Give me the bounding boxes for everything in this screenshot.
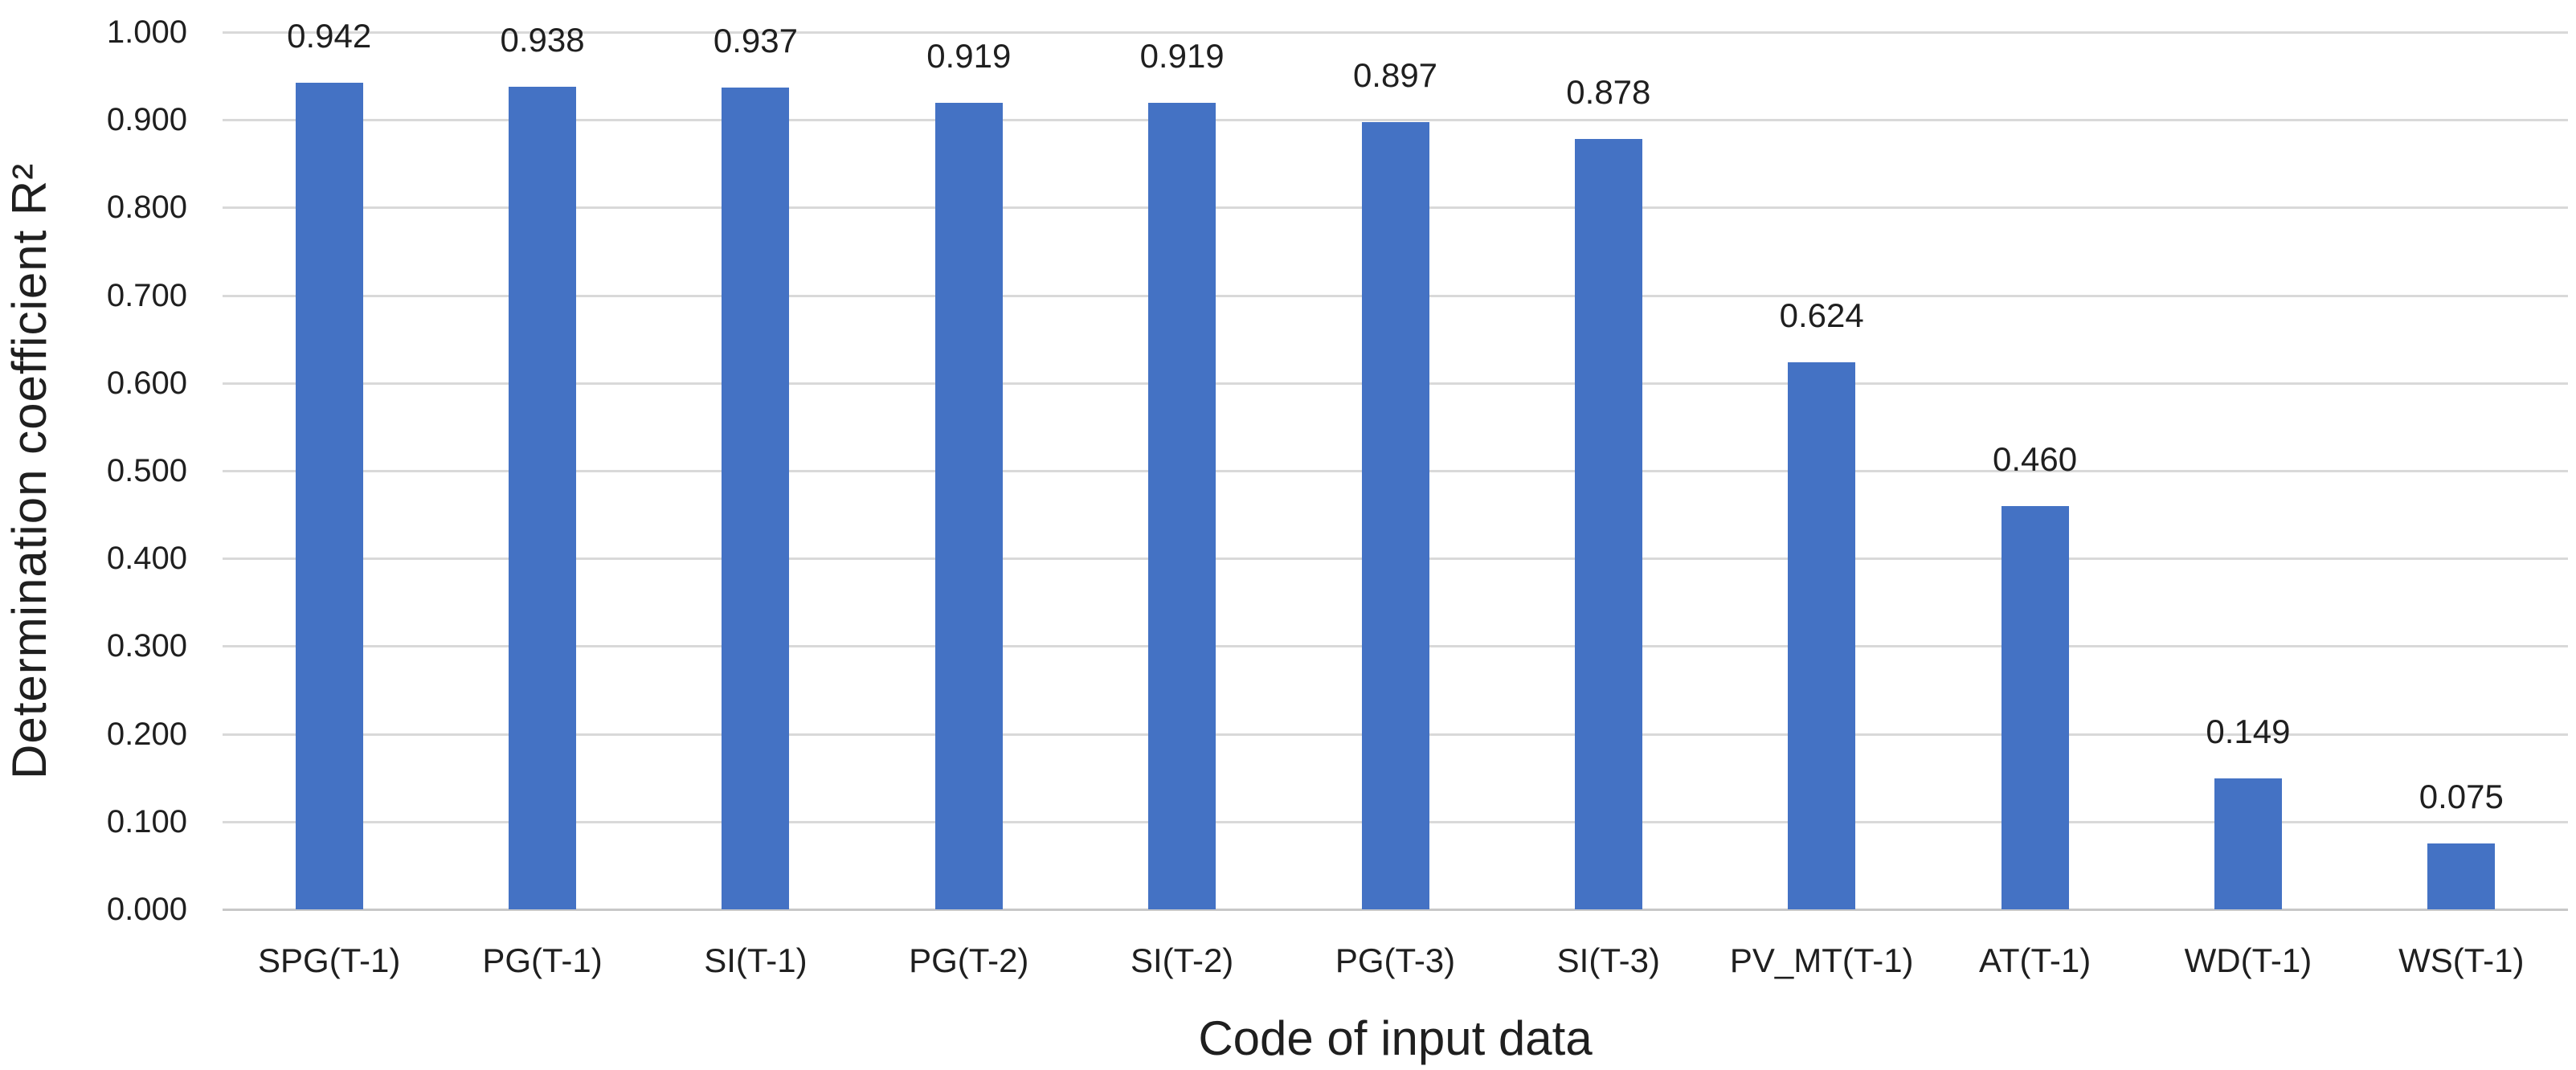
y-tick-label: 0.900 — [106, 102, 187, 138]
gridline — [223, 119, 2568, 122]
y-tick-label: 0.600 — [106, 365, 187, 401]
y-tick-label: 0.000 — [106, 892, 187, 927]
x-category-label: WS(T-1) — [2398, 941, 2525, 979]
bar-value-label: 0.897 — [1352, 56, 1438, 95]
y-tick-label: 0.100 — [106, 803, 187, 839]
gridline — [223, 31, 2568, 34]
y-tick-label: 0.700 — [106, 277, 187, 313]
x-category-label: WD(T-1) — [2184, 941, 2312, 979]
bar-value-label: 0.149 — [2206, 713, 2291, 751]
y-tick-label: 0.800 — [106, 190, 187, 226]
bar — [1361, 122, 1429, 909]
x-category-label: PG(T-3) — [1335, 941, 1456, 979]
bar — [2001, 505, 2069, 909]
bar-value-label: 0.919 — [926, 37, 1012, 76]
bar — [722, 87, 790, 909]
bar — [295, 83, 363, 909]
bar — [1788, 361, 1856, 909]
x-axis-title: Code of input data — [1198, 1011, 1593, 1065]
y-tick-label: 1.000 — [106, 14, 187, 50]
bar — [1148, 103, 1216, 909]
x-axis-line — [223, 909, 2568, 911]
x-category-label: SI(T-2) — [1130, 941, 1234, 979]
x-category-label: AT(T-1) — [1978, 941, 2091, 979]
x-category-label: SPG(T-1) — [258, 941, 401, 979]
bar — [2427, 843, 2496, 909]
bar — [934, 103, 1003, 909]
x-category-label: SI(T-3) — [1556, 941, 1661, 979]
bar-value-label: 0.938 — [500, 20, 585, 59]
bar-value-label: 0.075 — [2419, 778, 2504, 816]
bar-value-label: 0.937 — [713, 21, 798, 59]
y-tick-label: 0.200 — [106, 716, 187, 752]
y-tick-label: 0.500 — [106, 453, 187, 488]
x-category-label: PV_MT(T-1) — [1729, 941, 1914, 979]
bar-value-label: 0.919 — [1139, 37, 1225, 76]
bar-value-label: 0.878 — [1566, 73, 1651, 112]
bar — [509, 86, 577, 909]
x-category-label: SI(T-1) — [704, 941, 808, 979]
bar — [2214, 778, 2282, 909]
y-tick-label: 0.300 — [106, 628, 187, 664]
x-category-label: PG(T-1) — [482, 941, 603, 979]
bar — [1574, 139, 1642, 909]
bar-value-label: 0.942 — [287, 17, 372, 55]
x-category-label: PG(T-2) — [909, 941, 1029, 979]
y-tick-label: 0.400 — [106, 541, 187, 577]
bar-value-label: 0.460 — [1993, 439, 2078, 478]
bar-value-label: 0.624 — [1779, 296, 1864, 334]
